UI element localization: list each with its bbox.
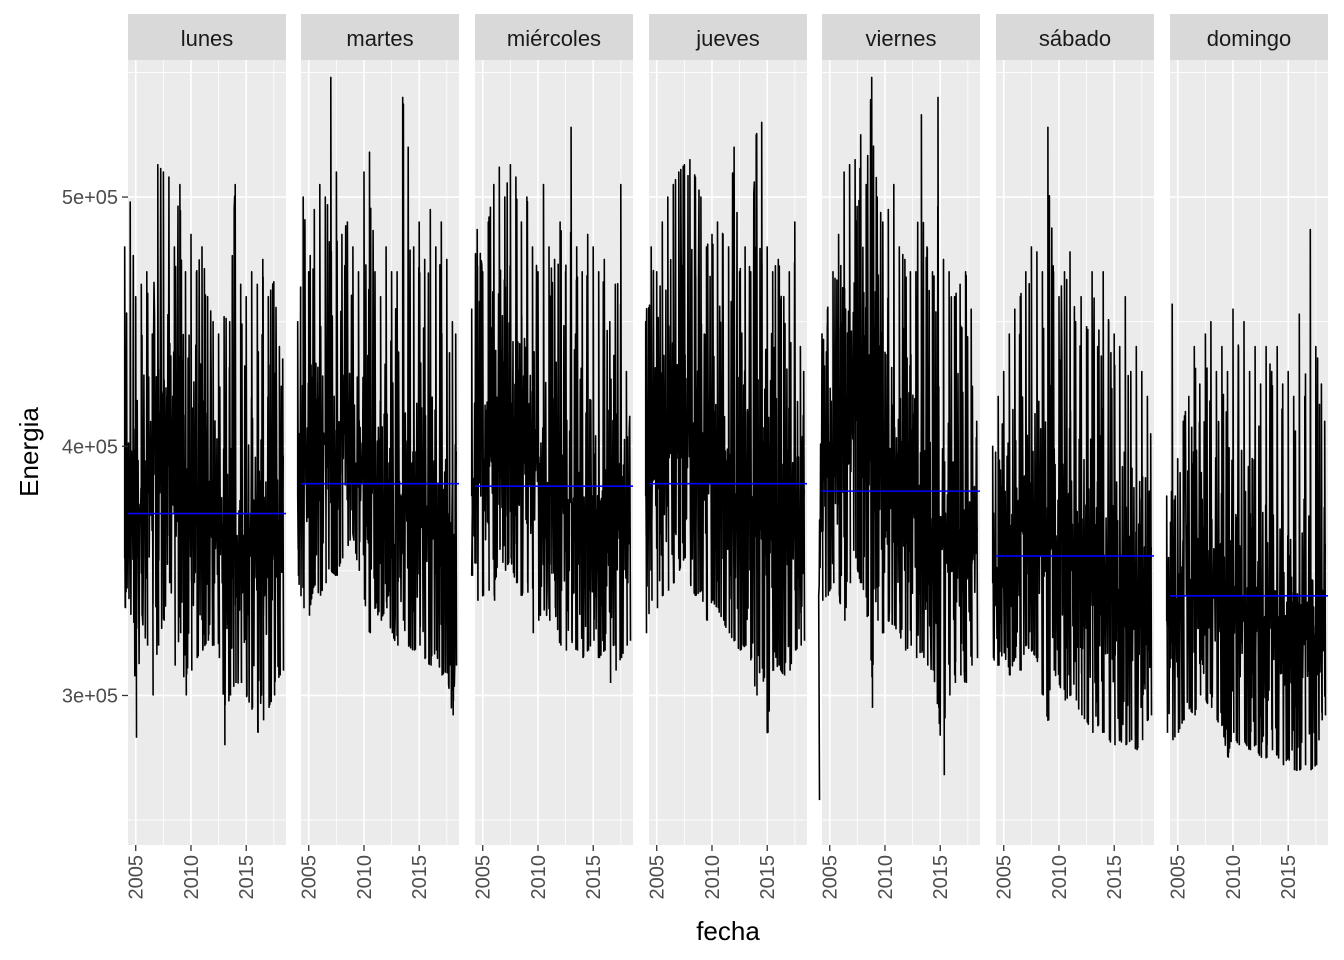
- facet-label: jueves: [695, 26, 760, 51]
- facet-label: miércoles: [507, 26, 601, 51]
- series-line: [644, 121, 806, 734]
- x-tick-label: 2005: [820, 855, 842, 900]
- series-line: [991, 126, 1153, 751]
- y-tick-label: 3e+05: [62, 685, 118, 707]
- y-tick-label: 5e+05: [62, 187, 118, 209]
- x-tick-label: 2015: [583, 855, 605, 900]
- series-line: [123, 163, 285, 746]
- facet-strip: [822, 14, 980, 60]
- y-axis-title: Energia: [14, 407, 44, 497]
- series-line: [296, 76, 458, 716]
- x-tick-label: 2010: [1049, 855, 1071, 900]
- facet-strip: [996, 14, 1154, 60]
- facet-panel: viernes 2005 2010 2015: [817, 14, 980, 900]
- facet-label: martes: [346, 26, 413, 51]
- facet-strip: [1170, 14, 1328, 60]
- series-line: [817, 76, 979, 801]
- x-tick-label: 2010: [354, 855, 376, 900]
- facet-label: viernes: [866, 26, 937, 51]
- x-tick-label: 2005: [647, 855, 669, 900]
- facet-label: lunes: [181, 26, 234, 51]
- facet-strip: [475, 14, 633, 60]
- x-tick-label: 2005: [1168, 855, 1190, 900]
- x-tick-label: 2015: [409, 855, 431, 900]
- series-line: [1165, 228, 1327, 771]
- x-tick-label: 2010: [1223, 855, 1245, 900]
- x-axis-title: fecha: [696, 916, 760, 946]
- facet-strip: [301, 14, 459, 60]
- facet-label: domingo: [1207, 26, 1291, 51]
- x-tick-label: 2005: [126, 855, 148, 900]
- x-tick-label: 2015: [236, 855, 258, 900]
- y-tick-label: 4e+05: [62, 436, 118, 458]
- series-line: [470, 126, 632, 684]
- y-axis: 3e+05 4e+05 5e+05: [62, 187, 128, 707]
- facet-panel: miércoles 2005 2010 2015: [470, 14, 633, 900]
- x-tick-label: 2015: [1278, 855, 1300, 900]
- x-tick-label: 2015: [930, 855, 952, 900]
- x-tick-label: 2015: [757, 855, 779, 900]
- facet-panel: jueves 2005 2010 2015: [644, 14, 807, 900]
- facet-strip: [649, 14, 807, 60]
- facet-panel: domingo 2005 2010 2015: [1165, 14, 1328, 900]
- facet-panel: martes 2005 2010 2015: [296, 14, 459, 900]
- x-tick-label: 2005: [994, 855, 1016, 900]
- x-tick-label: 2010: [702, 855, 724, 900]
- x-tick-label: 2010: [181, 855, 203, 900]
- facet-strip: [128, 14, 286, 60]
- x-tick-label: 2010: [875, 855, 897, 900]
- facet-panel: lunes 2005 2010 2015: [123, 14, 286, 900]
- x-tick-label: 2005: [299, 855, 321, 900]
- facet-label: sábado: [1039, 26, 1111, 51]
- x-tick-label: 2015: [1104, 855, 1126, 900]
- x-tick-label: 2005: [473, 855, 495, 900]
- facet-panel: sábado 2005 2010 2015: [991, 14, 1154, 900]
- x-tick-label: 2010: [528, 855, 550, 900]
